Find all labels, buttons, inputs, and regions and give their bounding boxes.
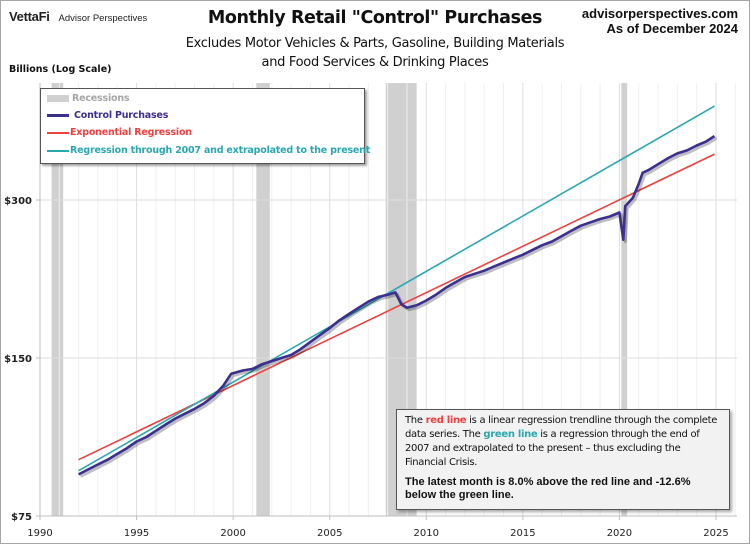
legend-label: Recessions — [72, 93, 130, 104]
legend-item-control: Control Purchases — [47, 110, 168, 121]
control-purchases-shadow — [79, 136, 718, 478]
exponential-regression-line — [78, 153, 715, 461]
annotation-box: The red line is a linear regression tren… — [396, 409, 730, 510]
regression-2007-line — [78, 105, 715, 472]
x-tick-label: 2025 — [703, 528, 728, 539]
x-tick-label: 2005 — [317, 528, 342, 539]
chart-subtitle: Excludes Motor Vehicles & Parts, Gasolin… — [0, 34, 750, 72]
reg-2007-swatch — [47, 149, 69, 152]
legend-item-reg-2007: Regression through 2007 and extrapolated… — [47, 145, 370, 156]
recession-swatch — [47, 95, 69, 102]
legend-label: Regression through 2007 and extrapolated… — [70, 145, 371, 156]
subtitle-line-1: Excludes Motor Vehicles & Parts, Gasolin… — [185, 36, 565, 51]
legend-label: Control Purchases — [74, 110, 169, 121]
legend-label: Exponential Regression — [70, 127, 192, 138]
brand-subtitle: Advisor Perspectives — [58, 13, 148, 24]
recession-band — [51, 83, 64, 516]
annotation-paragraph-2: The latest month is 8.0% above the red l… — [405, 476, 691, 501]
legend-item-exp-regression: Exponential Regression — [47, 127, 192, 138]
exp-regression-swatch — [47, 131, 69, 134]
y-tick-label: $150 — [4, 354, 32, 365]
y-tick-label: $300 — [4, 196, 32, 207]
x-tick-label: 2015 — [510, 528, 535, 539]
x-tick-label: 1995 — [124, 528, 149, 539]
legend: Recessions Control Purchases Exponential… — [40, 88, 370, 164]
x-tick-label: 2010 — [414, 528, 439, 539]
site-url: advisorperspectives.com — [581, 6, 738, 21]
green-line-label: green line — [483, 429, 538, 440]
y-axis-label: Billions (Log Scale) — [9, 64, 112, 75]
red-line-label: red line — [425, 415, 467, 426]
as-of-date: As of December 2024 — [606, 21, 738, 36]
y-tick-label: $75 — [11, 512, 32, 523]
site-info: advisorperspectives.com As of December 2… — [582, 6, 738, 36]
series — [78, 105, 718, 478]
note-text: is a linear regression trendline through… — [405, 415, 718, 440]
subtitle-line-2: and Food Services & Drinking Places — [261, 55, 489, 70]
control-purchases-line — [78, 135, 716, 476]
control-swatch — [47, 114, 69, 117]
recession-band — [256, 83, 270, 516]
annotation-paragraph-1: The red line is a linear regression tren… — [405, 414, 721, 470]
note-text: The — [405, 415, 426, 426]
vettafi-logo: VettaFi — [9, 9, 50, 24]
note-text: is a regression through the end of 2007 … — [405, 429, 700, 468]
recession-band — [621, 83, 628, 516]
chart-title: Monthly Retail "Control" Purchases — [207, 8, 543, 28]
brand: VettaFi Advisor Perspectives — [9, 9, 147, 24]
x-tick-label: 1990 — [27, 528, 52, 539]
x-tick-label: 2000 — [220, 528, 245, 539]
legend-item-recessions: Recessions — [47, 93, 130, 104]
x-tick-label: 2020 — [607, 528, 632, 539]
